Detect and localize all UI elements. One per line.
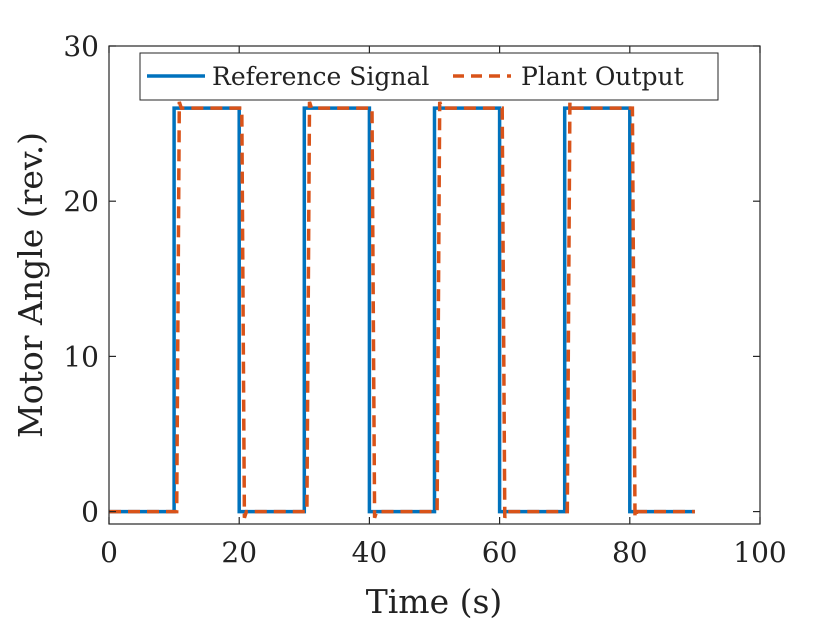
series-layer [109,101,695,519]
x-tick-label-0: 0 [100,536,118,569]
legend: Reference Signal Plant Output [139,52,719,101]
tick-layer: 0 20 40 60 80 100 0 10 20 30 [63,30,786,569]
x-tick-label-60: 60 [482,536,518,569]
series-line-plant-output [109,101,695,519]
y-tick-label-0: 0 [81,496,99,529]
y-axis-label: Motor Angle (rev.) [11,132,50,438]
legend-box [139,52,719,101]
axes-box [108,45,761,525]
x-tick-label-100: 100 [733,536,786,569]
x-tick-label-80: 80 [612,536,648,569]
y-tick-label-10: 10 [63,340,99,373]
legend-label-reference-signal: Reference Signal [212,62,429,91]
x-tick-label-40: 40 [352,536,388,569]
x-axis-label: Time (s) [366,582,503,621]
y-tick-label-30: 30 [63,30,99,63]
legend-label-plant-output: Plant Output [521,62,684,91]
x-tick-label-20: 20 [221,536,257,569]
y-tick-label-20: 20 [63,185,99,218]
